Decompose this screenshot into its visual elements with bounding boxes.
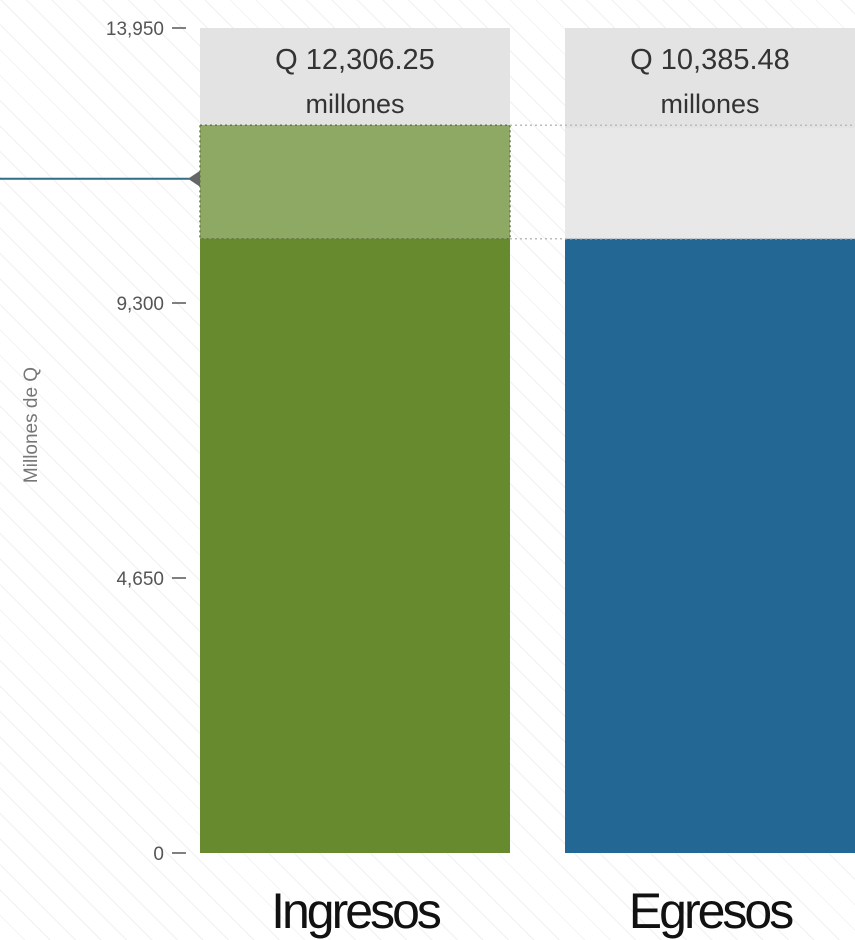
value-label: Q 12,306.25 xyxy=(275,44,435,76)
y-axis: 0 4,650 9,300 13,950 xyxy=(106,19,186,865)
bars xyxy=(199,28,855,854)
difference-highlight xyxy=(199,124,511,240)
category-label: Egresos xyxy=(629,883,793,939)
y-axis-label: Millones de Q xyxy=(21,367,42,483)
y-tick-label: 13,950 xyxy=(106,19,164,40)
value-label-box xyxy=(565,28,855,128)
y-tick-label: 9,300 xyxy=(116,294,164,315)
unit-label: millones xyxy=(660,89,759,119)
unit-label: millones xyxy=(305,89,404,119)
bar-gap-area xyxy=(565,128,855,239)
bar-egresos xyxy=(565,238,855,854)
reference-marker xyxy=(188,170,200,187)
value-label: Q 10,385.48 xyxy=(630,44,790,76)
bar-labels: Q 12,306.25 millones Ingresos Q 10,385.48 mi… xyxy=(271,44,796,939)
y-tick-label: 0 xyxy=(153,844,164,865)
bar-ingresos xyxy=(200,125,510,854)
category-label: Ingresos xyxy=(271,883,441,939)
value-label-box xyxy=(200,28,510,128)
y-tick-label: 4,650 xyxy=(116,569,164,590)
